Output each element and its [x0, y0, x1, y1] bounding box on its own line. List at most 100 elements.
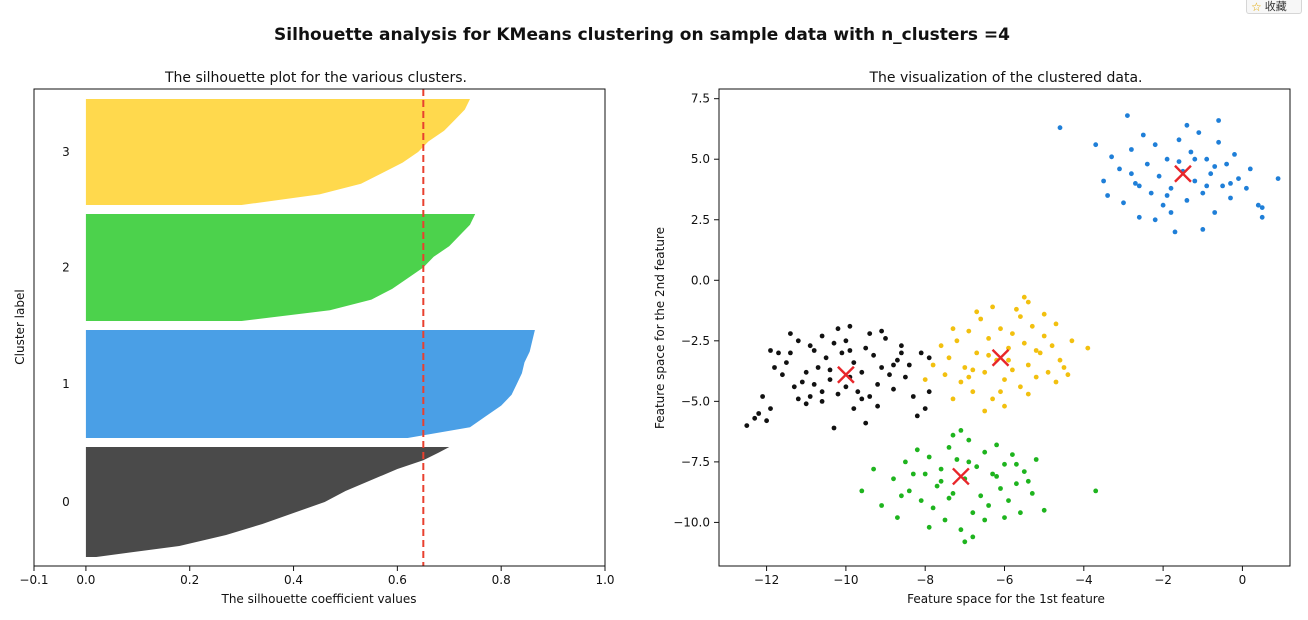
data-point-cluster-3	[1216, 139, 1221, 145]
bookmark-button[interactable]: ☆ 收藏	[1246, 0, 1302, 14]
data-point-cluster-2	[998, 486, 1003, 491]
data-point-cluster-3	[1136, 214, 1142, 220]
scatter-x-tick-label: −10	[833, 573, 858, 587]
data-point-cluster-3	[1168, 185, 1174, 191]
data-point-cluster-0	[756, 411, 762, 416]
silhouette-cluster-1	[85, 330, 535, 438]
data-point-cluster-2	[906, 488, 912, 494]
scatter-x-tick-label: −8	[916, 573, 934, 587]
data-point-cluster-2	[871, 466, 876, 472]
data-point-cluster-2	[903, 459, 908, 465]
data-point-cluster-2	[946, 495, 952, 501]
data-point-cluster-2	[1018, 510, 1023, 516]
data-point-cluster-2	[982, 517, 988, 523]
data-point-cluster-2	[938, 478, 944, 484]
data-point-cluster-3	[1228, 195, 1233, 201]
silhouette-cluster-0	[85, 447, 450, 557]
data-point-cluster-2	[974, 464, 980, 470]
data-point-cluster-1	[950, 326, 956, 332]
data-point-cluster-1	[986, 352, 991, 358]
scatter-y-axis-label: Feature space for the 2nd feature	[653, 227, 667, 429]
data-point-cluster-1	[1045, 369, 1051, 375]
data-point-cluster-1	[1085, 345, 1091, 351]
data-point-cluster-3	[1228, 181, 1233, 186]
cluster-center-1	[991, 348, 1010, 367]
data-point-cluster-2	[942, 517, 948, 523]
data-point-cluster-1	[998, 326, 1003, 332]
data-point-cluster-3	[1259, 214, 1265, 220]
data-point-cluster-0	[855, 389, 861, 395]
data-point-cluster-0	[764, 418, 769, 424]
data-point-cluster-3	[1109, 154, 1114, 160]
data-point-cluster-1	[1010, 367, 1015, 373]
data-point-cluster-1	[962, 365, 968, 370]
data-point-cluster-0	[867, 331, 873, 336]
data-point-cluster-1	[1025, 299, 1031, 305]
data-point-cluster-1	[1033, 374, 1039, 380]
data-point-cluster-3	[1224, 161, 1229, 167]
data-point-cluster-0	[859, 396, 865, 402]
data-point-cluster-1	[1061, 365, 1067, 370]
data-point-cluster-3	[1232, 152, 1237, 157]
data-point-cluster-1	[958, 379, 964, 385]
data-point-cluster-0	[903, 374, 908, 380]
scatter-y-tick-label: 7.5	[691, 92, 710, 106]
data-point-cluster-2	[859, 488, 865, 494]
data-point-cluster-0	[772, 365, 777, 370]
data-point-cluster-3	[1247, 166, 1253, 172]
data-point-cluster-1	[938, 343, 944, 349]
data-point-cluster-0	[847, 323, 853, 329]
silhouette-x-tick-label: −0.1	[19, 573, 48, 587]
silhouette-x-tick-label: 0.2	[180, 573, 199, 587]
data-point-cluster-2	[1025, 478, 1031, 484]
data-point-cluster-1	[942, 372, 948, 378]
data-point-cluster-0	[899, 350, 904, 356]
scatter-y-tick-label: 0.0	[691, 273, 710, 287]
data-point-cluster-0	[831, 340, 837, 346]
data-point-cluster-2	[958, 428, 964, 433]
data-point-cluster-3	[1144, 161, 1150, 167]
data-point-cluster-3	[1200, 227, 1206, 232]
data-point-cluster-0	[914, 413, 920, 419]
data-point-cluster-1	[922, 377, 928, 382]
data-point-cluster-0	[847, 348, 853, 353]
data-point-cluster-0	[851, 360, 857, 365]
data-point-cluster-3	[1133, 181, 1138, 186]
data-point-cluster-3	[1275, 176, 1281, 182]
data-point-cluster-2	[958, 527, 964, 533]
cluster-label-3: 3	[62, 145, 70, 159]
data-point-cluster-3	[1212, 164, 1218, 169]
cluster-label-2: 2	[62, 261, 70, 275]
data-point-cluster-0	[867, 394, 873, 399]
data-point-cluster-3	[1168, 210, 1174, 215]
silhouette-x-axis-label: The silhouette coefficient values	[221, 592, 417, 606]
data-point-cluster-1	[946, 355, 952, 361]
data-point-cluster-1	[990, 396, 995, 402]
data-point-cluster-0	[795, 396, 801, 402]
data-point-cluster-2	[895, 515, 900, 520]
data-point-cluster-0	[875, 403, 880, 409]
data-point-cluster-1	[990, 304, 995, 310]
data-point-cluster-1	[1021, 340, 1027, 346]
silhouette-cluster-3	[85, 99, 470, 205]
silhouette-plot-title: The silhouette plot for the various clus…	[164, 70, 467, 86]
figure-title: Silhouette analysis for KMeans clusterin…	[274, 25, 1010, 45]
data-point-cluster-0	[835, 326, 841, 332]
data-point-cluster-3	[1216, 118, 1221, 123]
data-point-cluster-1	[1053, 321, 1059, 327]
data-point-cluster-0	[815, 365, 821, 370]
data-point-cluster-2	[1029, 491, 1035, 496]
data-point-cluster-2	[1021, 469, 1027, 474]
data-point-cluster-2	[891, 476, 896, 482]
bookmark-label: 收藏	[1264, 0, 1287, 13]
data-point-cluster-3	[1129, 171, 1134, 177]
scatter-y-tick-label: −2.5	[681, 334, 710, 348]
data-point-cluster-1	[1018, 384, 1023, 390]
data-point-cluster-0	[827, 367, 833, 373]
data-point-cluster-3	[1259, 205, 1265, 211]
silhouette-y-axis-label: Cluster label	[13, 289, 27, 364]
data-point-cluster-0	[891, 362, 896, 368]
data-point-cluster-0	[918, 350, 924, 356]
data-point-cluster-3	[1196, 130, 1202, 136]
